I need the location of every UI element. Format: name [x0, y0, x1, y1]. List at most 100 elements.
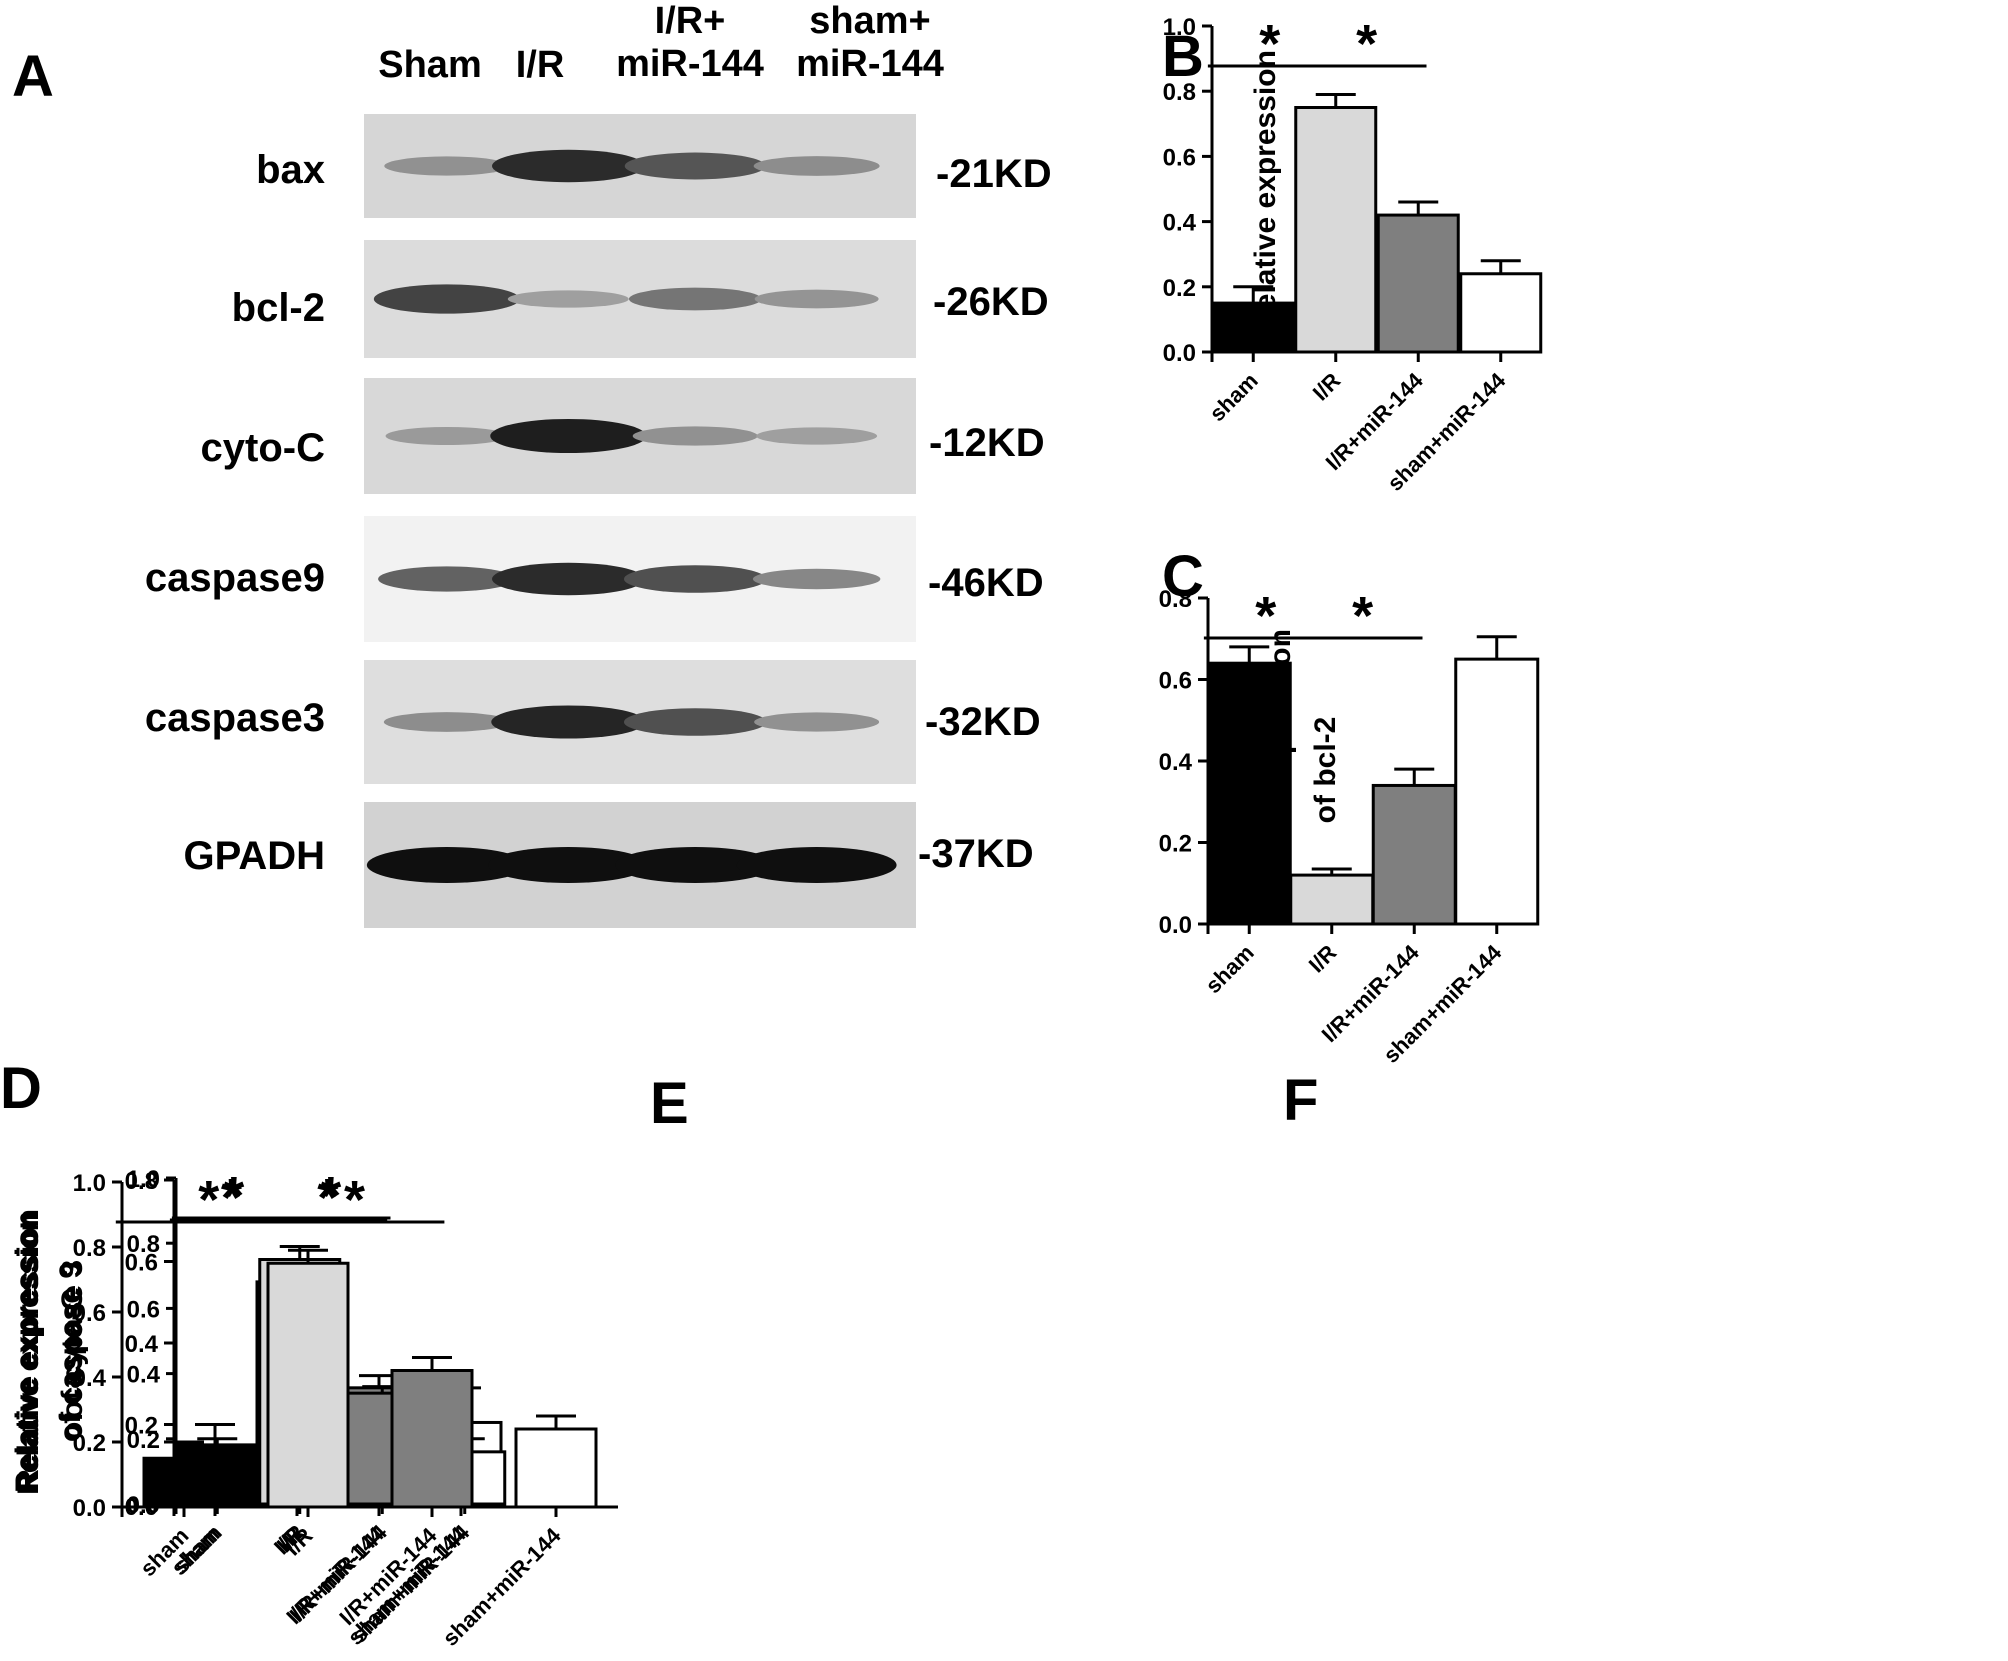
lane-label-line2: miR-144: [616, 42, 764, 85]
y-tick-label: 0.6: [125, 1250, 158, 1277]
y-tick-label: 0.0: [1159, 912, 1192, 939]
bar: [390, 1369, 474, 1509]
blot-strip: [364, 378, 916, 494]
blot-band: [736, 847, 897, 883]
y-tick-label: 0.2: [1163, 275, 1196, 302]
protein-label: cyto-C: [200, 426, 325, 470]
protein-label: GPADH: [183, 834, 325, 878]
blot-band: [623, 708, 767, 736]
bar: [1371, 783, 1457, 926]
protein-label: caspase3: [144, 696, 325, 740]
blot-band: [491, 562, 645, 596]
y-axis-label: Relative expression: [12, 1213, 45, 1495]
protein-label: caspase9: [144, 556, 325, 600]
significance-star: *: [320, 1166, 341, 1226]
blot-bands: [385, 418, 878, 454]
size-label: -46KD: [928, 561, 1044, 605]
panel-label-a: A: [12, 44, 54, 109]
blot-strip: [364, 114, 916, 218]
lane-label-line2: miR-144: [796, 42, 944, 85]
size-label: -12KD: [929, 421, 1045, 465]
blot-band: [383, 712, 510, 732]
blot-band: [366, 847, 527, 883]
x-tick-label: I/R: [1304, 940, 1342, 978]
panel-label-f: F: [1283, 1068, 1319, 1133]
lane-label-line1: sham+: [809, 0, 931, 42]
protein-label: bcl-2: [231, 286, 325, 330]
blot-bands: [366, 847, 897, 883]
blot-band: [753, 156, 880, 176]
blot-band: [615, 847, 776, 883]
y-tick-label: 0.2: [125, 1413, 158, 1440]
blot-bands: [384, 149, 880, 183]
panel-label-c: C: [1162, 544, 1204, 609]
panel-label-e: E: [650, 1071, 689, 1136]
blot-band: [384, 156, 510, 176]
lane-label-sham-mir144: sham+ miR-144: [780, 0, 960, 85]
protein-label: bax: [256, 148, 325, 192]
y-axis-label: Relative expression: [1249, 50, 1282, 332]
blot-bands: [378, 562, 881, 596]
blot-band: [754, 712, 880, 732]
y-axis-label: of cyto-C: [56, 1289, 89, 1419]
bar: [1206, 661, 1292, 926]
x-tick-label: sham: [1200, 940, 1258, 998]
size-label: -26KD: [933, 280, 1049, 324]
blot-strip: [364, 240, 916, 358]
y-tick-label: 0.2: [1159, 831, 1192, 858]
significance-star: *: [1255, 586, 1276, 646]
y-tick-label: 0.2: [73, 1430, 106, 1457]
blot-bands: [383, 705, 880, 739]
y-tick-label: 0.0: [1163, 340, 1196, 367]
y-tick-label: 1.0: [127, 1166, 160, 1193]
y-tick-label: 0.2: [127, 1427, 160, 1454]
x-tick-label: sham: [1204, 368, 1262, 426]
size-label: -21KD: [936, 152, 1052, 196]
y-axis-label: of caspase 3: [56, 1260, 89, 1440]
blot-band: [507, 290, 629, 308]
blot-band: [490, 418, 647, 454]
y-axis-label: Relative expression: [10, 1211, 43, 1493]
y-tick-label: 0.8: [127, 1231, 160, 1258]
lane-label-line1: Sham: [378, 44, 482, 86]
blot-band: [752, 568, 881, 590]
bar: [142, 1456, 226, 1509]
panel-label-b: B: [1162, 24, 1204, 89]
y-axis-label: Relative expression: [12, 1209, 45, 1491]
lane-label-line1: I/R: [515, 44, 565, 86]
significance-star: *: [344, 1170, 365, 1230]
y-tick-label: 0.4: [1163, 210, 1197, 237]
y-tick-label: 0.6: [127, 1296, 160, 1323]
y-tick-label: 0.8: [1163, 79, 1196, 106]
lane-label-line1: I/R+: [654, 0, 726, 42]
y-tick-label: 0.6: [73, 1300, 106, 1327]
y-tick-label: 0.4: [73, 1365, 107, 1392]
bar: [1211, 301, 1295, 354]
size-label: -32KD: [925, 700, 1041, 744]
bar: [1376, 213, 1460, 354]
blot-band: [488, 847, 649, 883]
blot-strip: [364, 802, 916, 928]
blot-bands: [373, 284, 879, 314]
bar: [1454, 657, 1540, 926]
y-tick-label: 0.6: [1159, 668, 1192, 695]
blot-band: [385, 427, 509, 445]
blot-band: [491, 705, 646, 739]
y-tick-label: 0.6: [1163, 144, 1196, 171]
significance-star: *: [221, 1168, 242, 1228]
blot-band: [632, 426, 758, 446]
lane-label-ir: I/R: [495, 44, 585, 87]
significance-star: *: [1352, 586, 1373, 646]
y-tick-label: 1.0: [73, 1170, 106, 1197]
y-tick-label: 1.0: [1163, 14, 1196, 41]
y-tick-label: 0.4: [125, 1331, 159, 1358]
y-tick-label: 0.0: [73, 1495, 106, 1522]
blot-strip: [364, 516, 916, 642]
significance-star: *: [1259, 14, 1280, 74]
blot-band: [624, 152, 766, 180]
blot-band: [378, 566, 516, 592]
